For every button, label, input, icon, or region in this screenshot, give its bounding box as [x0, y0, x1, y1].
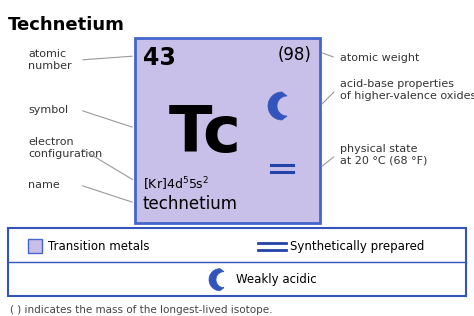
Text: technetium: technetium [143, 195, 238, 213]
Text: Tc: Tc [169, 103, 242, 165]
Text: Transition metals: Transition metals [48, 240, 149, 253]
Text: physical state
at 20 °C (68 °F): physical state at 20 °C (68 °F) [340, 144, 428, 166]
Text: Weakly acidic: Weakly acidic [236, 273, 317, 286]
Text: Technetium: Technetium [8, 16, 125, 34]
Text: atomic weight: atomic weight [340, 53, 419, 63]
Text: acid-base properties
of higher-valence oxides: acid-base properties of higher-valence o… [340, 79, 474, 101]
Text: Synthetically prepared: Synthetically prepared [290, 240, 424, 253]
Text: atomic
number: atomic number [28, 49, 72, 71]
Text: ( ) indicates the mass of the longest-lived isotope.: ( ) indicates the mass of the longest-li… [10, 305, 273, 315]
Text: (98): (98) [278, 46, 312, 64]
Text: 43: 43 [143, 46, 176, 70]
Bar [135, 38, 320, 223]
Bar [28, 239, 42, 253]
Bar [8, 228, 466, 296]
Polygon shape [209, 269, 224, 291]
Text: $\mathregular{[Kr]4d^55s^2}$: $\mathregular{[Kr]4d^55s^2}$ [143, 175, 209, 192]
Text: name: name [28, 180, 60, 190]
Polygon shape [268, 92, 287, 120]
Text: symbol: symbol [28, 105, 68, 115]
Text: electron
configuration: electron configuration [28, 137, 102, 159]
